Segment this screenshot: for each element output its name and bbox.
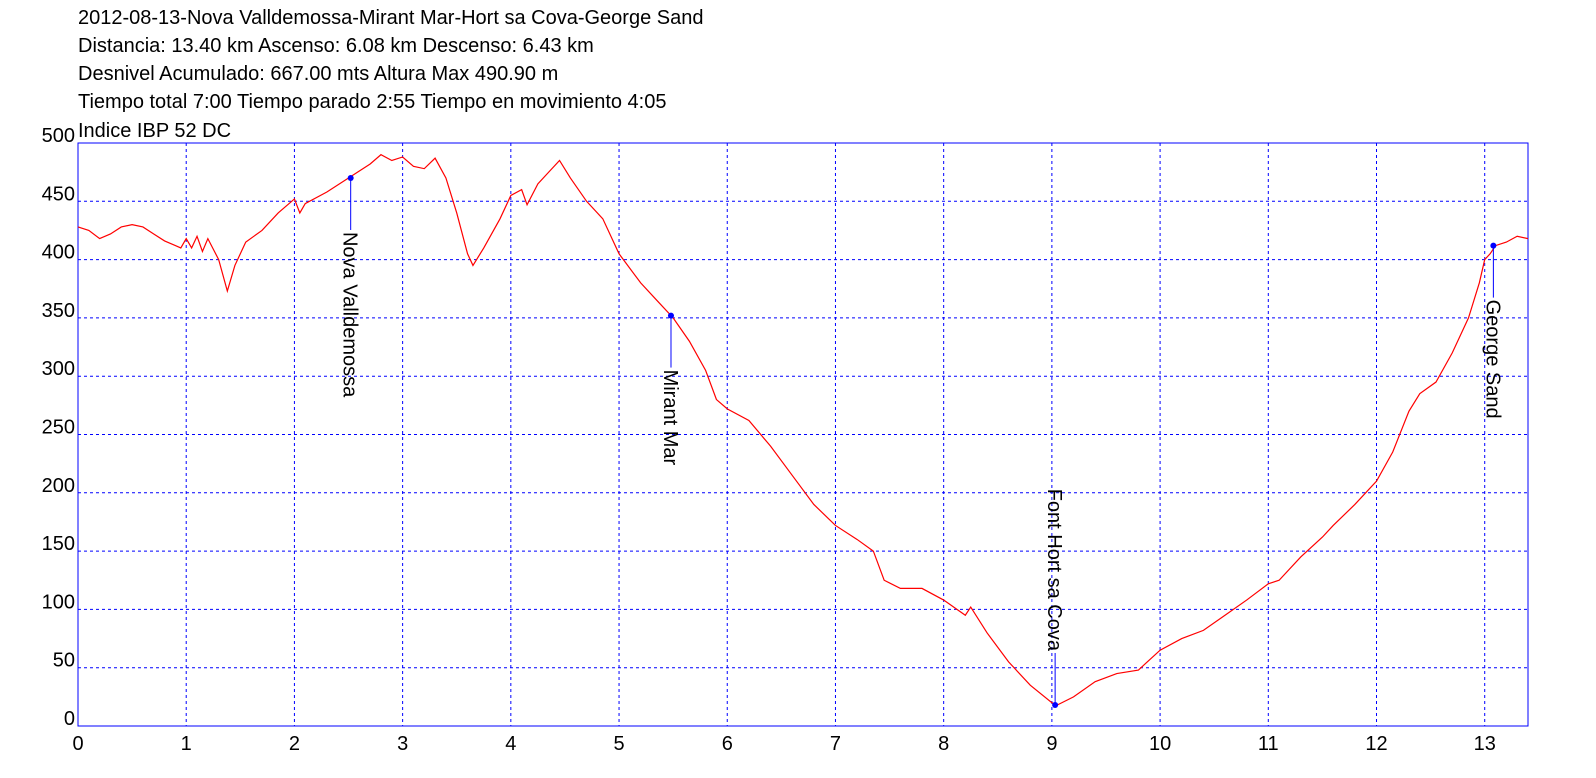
- info-line: Indice IBP 52 DC: [78, 120, 231, 142]
- info-line: Tiempo total 7:00 Tiempo parado 2:55 Tie…: [78, 91, 667, 113]
- y-tick-label: 100: [42, 591, 75, 613]
- x-tick-label: 11: [1258, 733, 1279, 755]
- x-tick-label: 1: [181, 733, 192, 755]
- y-tick-label: 500: [42, 125, 75, 147]
- y-tick-label: 200: [42, 475, 75, 497]
- waypoint-label: Nova Valldemossa: [339, 232, 361, 398]
- y-tick-label: 0: [64, 708, 75, 730]
- waypoint-marker: [1490, 242, 1497, 249]
- x-tick-label: 10: [1149, 733, 1171, 755]
- waypoint-marker: [347, 174, 354, 181]
- elevation-line: [77, 153, 1529, 706]
- x-tick-label: 0: [72, 733, 83, 755]
- waypoint-marker: [667, 312, 674, 319]
- info-line: Distancia: 13.40 km Ascenso: 6.08 km Des…: [78, 35, 594, 57]
- x-tick-label: 12: [1365, 733, 1387, 755]
- plot-frame: [77, 142, 1529, 727]
- x-tick-label: 2: [289, 733, 300, 755]
- x-tick-label: 4: [505, 733, 516, 755]
- y-tick-label: 50: [53, 650, 75, 672]
- waypoint-label: George Sand: [1481, 300, 1503, 419]
- waypoint-label: Font Hort sa Cova: [1043, 489, 1065, 652]
- y-tick-label: 450: [42, 183, 75, 205]
- x-tick-label: 9: [1046, 733, 1057, 755]
- y-tick-label: 400: [42, 242, 75, 264]
- x-tick-label: 8: [938, 733, 949, 755]
- info-line: Desnivel Acumulado: 667.00 mts Altura Ma…: [78, 63, 558, 85]
- x-tick-label: 3: [397, 733, 408, 755]
- y-tick-label: 300: [42, 358, 75, 380]
- chart-title: 2012-08-13-Nova Valldemossa-Mirant Mar-H…: [78, 7, 703, 29]
- x-tick-label: 13: [1474, 733, 1496, 755]
- x-tick-label: 7: [830, 733, 841, 755]
- y-tick-label: 350: [42, 300, 75, 322]
- y-tick-label: 150: [42, 533, 75, 555]
- waypoint-marker: [1052, 702, 1059, 709]
- waypoint-label: Mirant Mar: [659, 370, 681, 466]
- y-tick-label: 250: [42, 417, 75, 439]
- x-tick-label: 6: [722, 733, 733, 755]
- x-tick-label: 5: [613, 733, 624, 755]
